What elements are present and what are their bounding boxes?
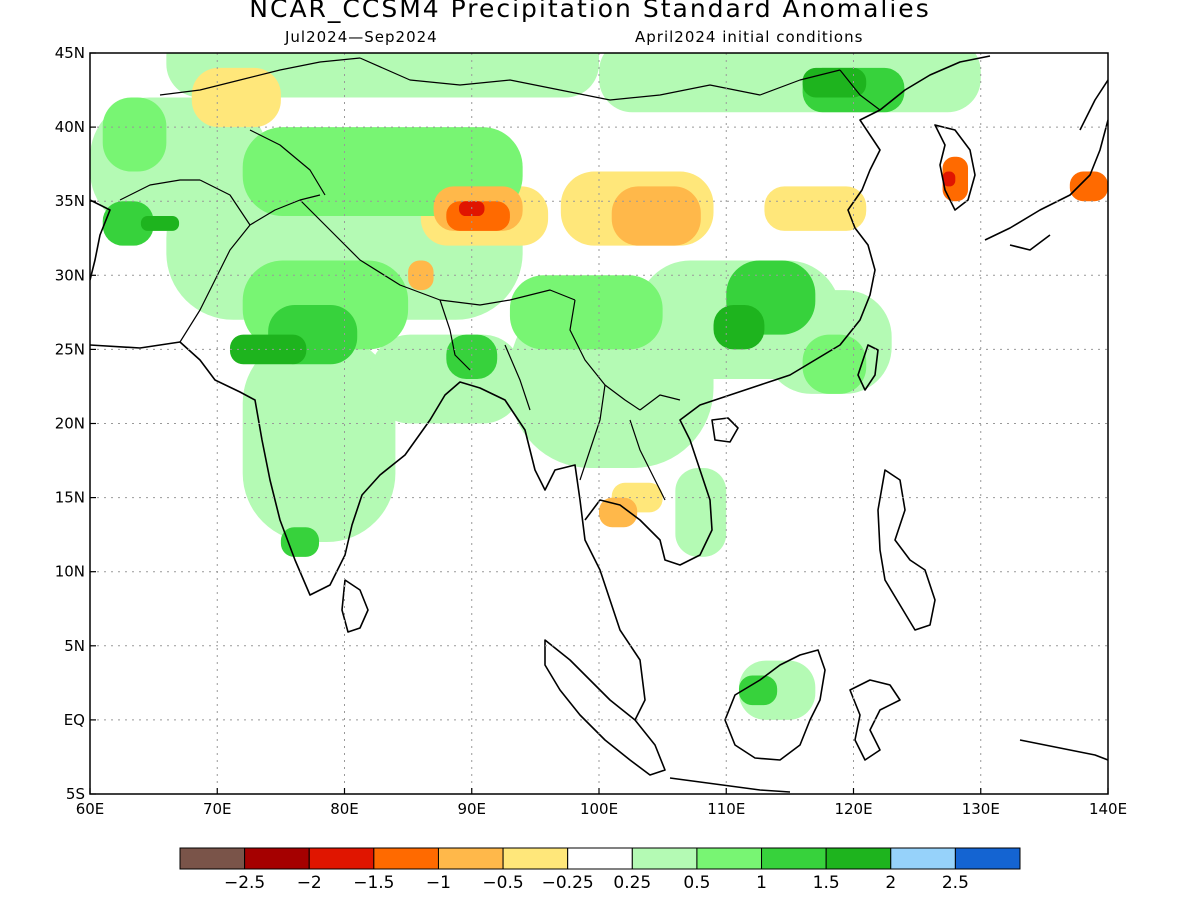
colorbar-label: −0.25 [542, 873, 594, 893]
colorbar-label: −0.5 [482, 873, 523, 893]
colorbar-swatch [631, 847, 698, 870]
colorbar-label: −2.5 [224, 873, 265, 893]
anomaly-patch [1069, 171, 1108, 202]
lon-tick-label: 140E [1089, 800, 1127, 818]
anomaly-patch [738, 675, 778, 706]
anomaly-patch [369, 334, 523, 424]
colorbar: −2.5 −2 −1.5 −1 −0.5 −0.25 0.25 0.5 1 1.5 2 2.5 [179, 847, 1021, 893]
anomaly-patch [280, 527, 320, 557]
lon-tick-label: 100E [580, 800, 618, 818]
colorbar-swatch [825, 847, 892, 870]
forecast-period: Jul2024—Sep2024 [285, 28, 438, 46]
anomaly-patch [102, 201, 154, 246]
anomaly-patch [509, 275, 663, 350]
anomaly-patch [242, 334, 396, 543]
colorbar-swatch [890, 847, 956, 870]
colorbar-swatch [437, 847, 504, 870]
lon-tick-label: 60E [76, 800, 105, 818]
axis-ticks: 60E 70E 80E 90E 100E 110E 120E 130E 140E 45N 40N 35… [55, 44, 1127, 818]
anomaly-patch [802, 334, 867, 394]
colorbar-label: 2.5 [942, 873, 969, 893]
lat-tick-label: 5S [66, 785, 85, 803]
anomaly-patch [942, 156, 969, 202]
colorbar-swatch [761, 847, 827, 870]
initial-conditions: April2024 initial conditions [635, 28, 864, 46]
colorbar-swatch [696, 847, 763, 870]
colorbar-label: 1.5 [813, 873, 840, 893]
lat-tick-label: 40N [55, 118, 85, 136]
anomaly-patch [140, 216, 180, 231]
colorbar-label: −2 [297, 873, 322, 893]
anomaly-patch [229, 334, 307, 365]
colorbar-swatch [954, 847, 1021, 870]
colorbar-label: −1 [426, 873, 451, 893]
colorbar-swatch [502, 847, 569, 870]
map-title: NCAR_CCSM4 Precipitation Standard Anomal… [249, 0, 931, 23]
coastlines [90, 55, 1108, 793]
lat-tick-label: EQ [64, 711, 85, 729]
anomaly-patch [611, 186, 701, 246]
colorbar-swatch [308, 847, 375, 870]
lat-tick-label: 5N [64, 637, 85, 655]
colorbar-label: 0.25 [613, 873, 651, 893]
colorbar-label: 1 [756, 873, 767, 893]
lat-tick-label: 20N [55, 415, 85, 433]
lon-tick-label: 130E [962, 800, 1000, 818]
colorbar-label: 2 [885, 873, 896, 893]
anomaly-patch [599, 497, 638, 528]
anomaly-patch [942, 171, 956, 187]
lon-tick-label: 80E [330, 800, 359, 818]
colorbar-label: 0.5 [683, 873, 710, 893]
lon-tick-label: 70E [203, 800, 232, 818]
anomaly-patch [713, 304, 765, 350]
anomaly-patch [675, 467, 727, 557]
colorbar-swatch [373, 847, 439, 870]
anomaly-patch [102, 97, 167, 172]
lat-tick-label: 25N [55, 340, 85, 358]
map-gridlines [90, 53, 1108, 794]
lon-tick-label: 120E [834, 800, 872, 818]
lat-tick-label: 30N [55, 266, 85, 284]
lat-tick-label: 15N [55, 489, 85, 507]
colorbar-swatch [244, 847, 310, 870]
anomaly-patch [446, 334, 498, 380]
anomaly-patch [802, 67, 867, 98]
lat-tick-label: 35N [55, 192, 85, 210]
colorbar-swatch [179, 847, 246, 870]
country-borders [119, 57, 881, 501]
anomaly-patch [599, 53, 981, 113]
colorbar-label: −1.5 [353, 873, 394, 893]
lat-tick-label: 45N [55, 44, 85, 62]
colorbar-swatch [567, 847, 633, 870]
lon-tick-label: 90E [457, 800, 486, 818]
anomaly-patch [191, 67, 281, 128]
lat-tick-label: 10N [55, 563, 85, 581]
lon-tick-label: 110E [707, 800, 745, 818]
anomaly-patch [764, 186, 867, 231]
